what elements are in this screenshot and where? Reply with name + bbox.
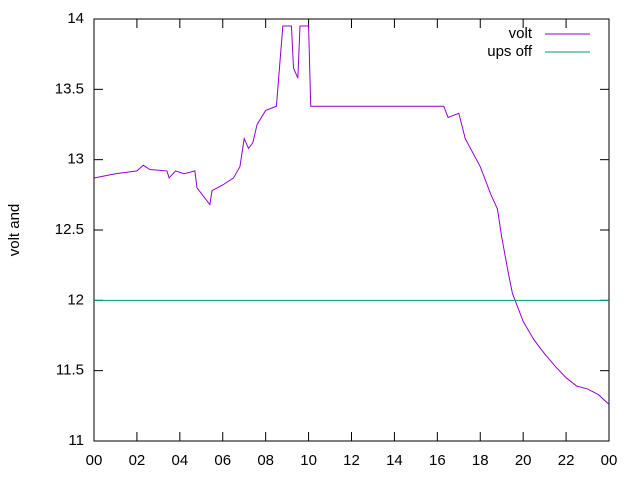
y-tick-label: 12.5 [55, 221, 84, 238]
series-line [93, 25, 610, 405]
legend-label: volt [509, 25, 533, 42]
legend-label: ups off [487, 43, 533, 60]
y-tick-label: 13.5 [55, 80, 84, 97]
x-tick-label: 02 [129, 452, 146, 469]
x-tick-label: 22 [558, 452, 575, 469]
y-tick-label: 11 [68, 432, 84, 449]
x-tick-label: 14 [386, 452, 403, 469]
x-tick-label: 00 [601, 452, 618, 469]
y-tick-label: 12 [67, 291, 84, 308]
y-tick-label: 11.5 [56, 362, 84, 379]
x-tick-label: 12 [343, 452, 360, 469]
x-tick-label: 18 [472, 452, 489, 469]
x-tick-label: 04 [171, 452, 188, 469]
plot-border [93, 18, 610, 442]
y-tick-label: 14 [67, 10, 84, 27]
y-axis-label: volt and [6, 204, 23, 257]
x-tick-label: 10 [300, 452, 317, 469]
x-tick-label: 00 [86, 452, 103, 469]
x-tick-label: 08 [257, 452, 274, 469]
x-tick-label: 16 [429, 452, 446, 469]
x-tick-label: 20 [515, 452, 532, 469]
x-tick-label: 06 [214, 452, 231, 469]
y-tick-label: 13 [67, 151, 84, 168]
